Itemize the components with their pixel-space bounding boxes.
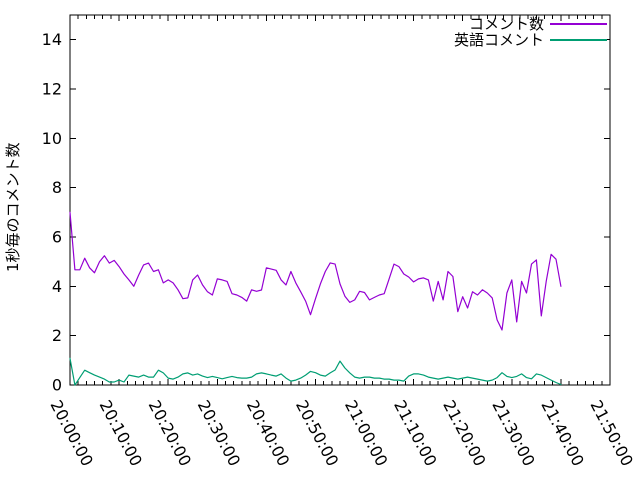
y-tick-label: 6	[52, 228, 62, 247]
x-tick-label: 21:10:00	[390, 397, 441, 469]
x-tick-label: 20:40:00	[243, 397, 294, 469]
x-tick-label: 20:00:00	[46, 397, 97, 469]
legend-line-sample-english-comments	[550, 39, 607, 41]
legend-label-comments: コメント数	[468, 15, 544, 33]
y-tick-label: 4	[52, 277, 62, 296]
y-tick-label: 0	[52, 376, 62, 395]
x-tick-label: 21:40:00	[537, 397, 588, 469]
x-tick-label: 20:50:00	[292, 397, 343, 469]
y-tick-label: 12	[42, 80, 62, 99]
y-tick-label: 10	[42, 129, 62, 148]
legend-line-sample-comments	[550, 23, 607, 25]
x-tick-label: 21:30:00	[488, 397, 539, 469]
x-tick-label: 20:30:00	[194, 397, 245, 469]
y-tick-label: 2	[52, 326, 62, 345]
series-line-english-comments	[69, 357, 562, 386]
x-tick-label: 21:50:00	[586, 397, 637, 469]
series-line-comments	[69, 211, 562, 331]
y-tick-label: 8	[52, 178, 62, 197]
x-tick-label: 21:00:00	[341, 397, 392, 469]
legend-label-english-comments: 英語コメント	[453, 31, 544, 49]
y-axis-title: 1秒毎のコメント数	[4, 142, 22, 272]
y-tick-label: 14	[42, 30, 62, 49]
plot-border	[69, 14, 611, 386]
x-tick-label: 20:10:00	[96, 397, 147, 469]
x-tick-label: 20:20:00	[145, 397, 196, 469]
x-tick-label: 21:20:00	[439, 397, 490, 469]
